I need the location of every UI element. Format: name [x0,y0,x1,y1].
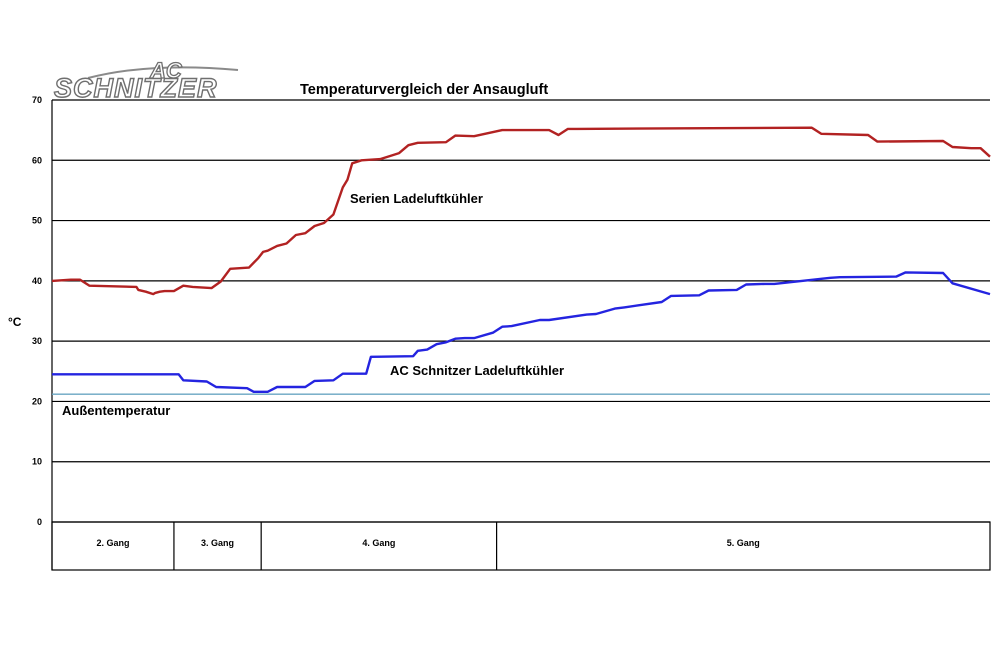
y-tick-30: 30 [32,336,42,346]
gear-label-4: 5. Gang [727,538,760,548]
series-labels: Serien Ladeluftkühler AC Schnitzer Ladel… [62,191,564,418]
gear-label-1: 2. Gang [96,538,129,548]
gear-band-frame [51,521,991,571]
series-lines [51,126,991,395]
y-axis-label: °C [8,315,22,329]
gear-label-3: 4. Gang [362,538,395,548]
series-line-acs [52,271,991,393]
y-tick-10: 10 [32,457,42,467]
gridlines [51,99,990,570]
gear-label-2: 3. Gang [201,538,234,548]
series-label-serien: Serien Ladeluftkühler [350,191,483,206]
y-tick-40: 40 [32,276,42,286]
series-label-acs: AC Schnitzer Ladeluftkühler [390,363,564,378]
series-line-serien [51,126,991,296]
y-tick-60: 60 [32,155,42,165]
ac-schnitzer-logo: AC SCHNITZER [53,57,239,104]
logo-swoosh [87,66,239,79]
series-label-aussen: Außentemperatur [62,403,170,418]
y-tick-50: 50 [32,216,42,226]
logo-ac: AC [149,58,183,83]
y-tick-0: 0 [37,517,42,527]
gear-band: 2. Gang 3. Gang 4. Gang 5. Gang [51,521,991,571]
y-tick-labels: 0 10 20 30 40 50 60 70 [32,95,42,527]
y-tick-20: 20 [32,396,42,406]
y-tick-70: 70 [32,95,42,105]
chart-title: Temperaturvergleich der Ansaugluft [300,82,548,98]
logo-wordmark: SCHNITZER [54,73,218,103]
